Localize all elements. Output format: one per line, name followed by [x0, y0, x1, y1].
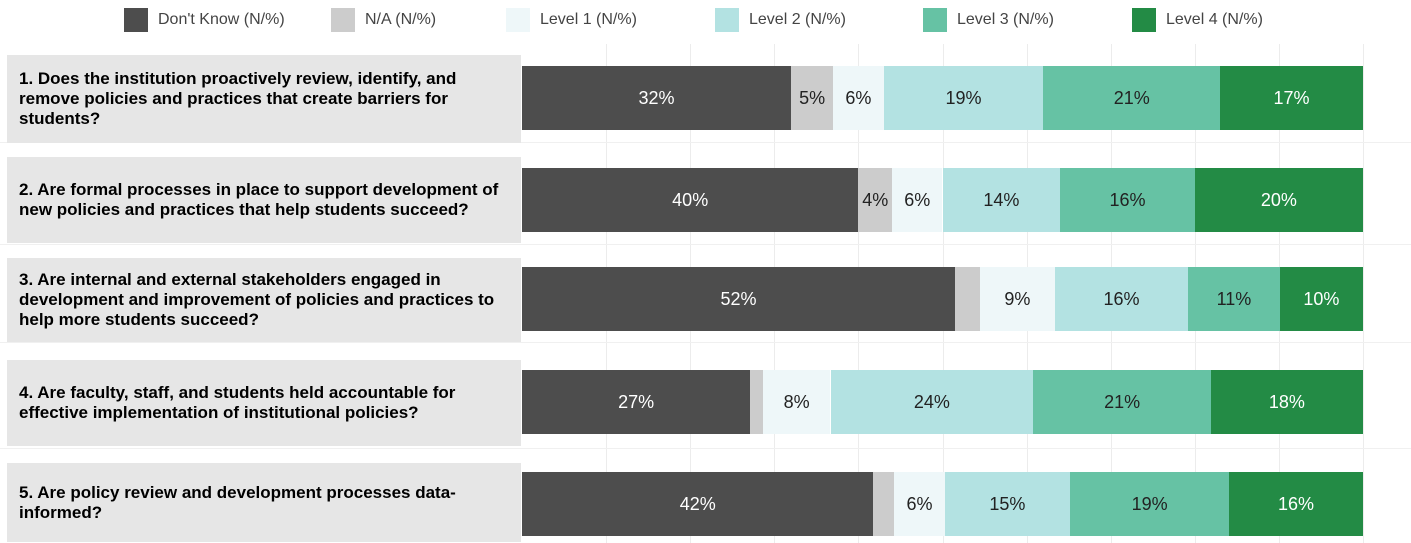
question-label-5: 5. Are policy review and development pro… [7, 463, 521, 542]
legend-item-dont-know: Don't Know (N/%) [124, 8, 285, 32]
bar-segment-1-row-3: 52% [522, 267, 955, 331]
bar-value-label: 4% [862, 189, 889, 210]
bar-segment-5-row-1: 21% [1043, 66, 1221, 130]
bar-segment-6-row-2: 20% [1194, 168, 1363, 232]
bar-segment-5-row-4: 21% [1033, 370, 1211, 434]
legend-swatch-na [331, 8, 355, 32]
bar-segment-6-row-5: 16% [1229, 472, 1363, 536]
bar-row-2: 40% 4% 6% 14% 16% 20% [522, 168, 1363, 232]
row-divider [0, 342, 1411, 343]
bar-segment-2-row-3 [954, 267, 980, 331]
bar-value-label: 5% [799, 87, 826, 108]
legend-item-level-2: Level 2 (N/%) [715, 8, 846, 32]
bar-value-label: 16% [1278, 493, 1315, 514]
bar-segment-1-row-1: 32% [522, 66, 792, 130]
bar-value-label: 9% [1004, 288, 1031, 309]
bar-segment-6-row-3: 10% [1279, 267, 1363, 331]
bar-segment-5-row-3: 11% [1188, 267, 1280, 331]
legend-label-dont-know: Don't Know (N/%) [158, 11, 285, 28]
legend-item-level-4: Level 4 (N/%) [1132, 8, 1263, 32]
bar-segment-1-row-2: 40% [522, 168, 859, 232]
bar-segment-4-row-1: 19% [883, 66, 1044, 130]
bar-segment-2-row-5 [873, 472, 895, 536]
legend-item-level-3: Level 3 (N/%) [923, 8, 1054, 32]
bar-value-label: 27% [618, 391, 655, 412]
question-label-1: 1. Does the institution proactively revi… [7, 55, 521, 143]
question-text-1: 1. Does the institution proactively revi… [19, 69, 457, 128]
question-label-2: 2. Are formal processes in place to supp… [7, 157, 521, 243]
bar-row-1: 32% 5% 6% 19% 21% 17% [522, 66, 1363, 130]
question-text-5: 5. Are policy review and development pro… [19, 482, 456, 522]
row-divider [0, 448, 1411, 449]
bar-segment-3-row-5: 6% [894, 472, 945, 536]
bar-segment-4-row-5: 15% [944, 472, 1071, 536]
legend-label-na: N/A (N/%) [365, 11, 437, 28]
legend-label-level-2: Level 2 (N/%) [749, 11, 846, 28]
bar-row-5: 42% 6% 15% 19% 16% [522, 472, 1363, 536]
bar-value-label: 21% [1104, 391, 1141, 412]
bar-segment-4-row-2: 14% [942, 168, 1061, 232]
question-text-4: 4. Are faculty, staff, and students held… [19, 383, 456, 422]
bar-value-label: 19% [945, 87, 982, 108]
bar-segment-4-row-3: 16% [1054, 267, 1189, 331]
legend: Don't Know (N/%) N/A (N/%) Level 1 (N/%)… [0, 0, 1411, 40]
gridline [1363, 44, 1364, 543]
bar-segment-5-row-2: 16% [1060, 168, 1195, 232]
bar-segment-6-row-1: 17% [1220, 66, 1363, 130]
bar-value-label: 20% [1260, 189, 1297, 210]
question-label-4: 4. Are faculty, staff, and students held… [7, 360, 521, 446]
bar-value-label: 42% [679, 493, 716, 514]
bar-segment-3-row-2: 6% [892, 168, 943, 232]
legend-swatch-level-2 [715, 8, 739, 32]
bar-value-label: 15% [989, 493, 1026, 514]
bar-value-label: 6% [906, 493, 933, 514]
bar-segment-1-row-5: 42% [522, 472, 874, 536]
bar-value-label: 32% [638, 87, 675, 108]
bar-segment-1-row-4: 27% [522, 370, 751, 434]
bar-value-label: 16% [1103, 288, 1140, 309]
bar-segment-3-row-3: 9% [979, 267, 1055, 331]
bar-value-label: 17% [1273, 87, 1310, 108]
legend-swatch-level-3 [923, 8, 947, 32]
bar-segment-2-row-4 [750, 370, 763, 434]
legend-swatch-dont-know [124, 8, 148, 32]
question-label-3: 3. Are internal and external stakeholder… [7, 258, 521, 342]
bar-segment-4-row-4: 24% [830, 370, 1034, 434]
bar-value-label: 52% [720, 288, 757, 309]
bar-value-label: 6% [845, 87, 872, 108]
bar-value-label: 6% [904, 189, 931, 210]
bar-segment-2-row-2: 4% [858, 168, 893, 232]
legend-label-level-4: Level 4 (N/%) [1166, 11, 1263, 28]
legend-label-level-3: Level 3 (N/%) [957, 11, 1054, 28]
bar-segment-6-row-4: 18% [1210, 370, 1363, 434]
legend-label-level-1: Level 1 (N/%) [540, 11, 637, 28]
bar-value-label: 10% [1303, 288, 1340, 309]
legend-swatch-level-4 [1132, 8, 1156, 32]
bar-segment-3-row-1: 6% [833, 66, 884, 130]
question-text-3: 3. Are internal and external stakeholder… [19, 270, 495, 329]
question-text-2: 2. Are formal processes in place to supp… [19, 180, 499, 219]
row-divider [0, 142, 1411, 143]
legend-item-na: N/A (N/%) [331, 8, 436, 32]
row-divider [0, 244, 1411, 245]
bar-value-label: 21% [1113, 87, 1150, 108]
bar-segment-2-row-1: 5% [791, 66, 834, 130]
bar-value-label: 11% [1216, 288, 1252, 309]
bar-row-4: 27% 8% 24% 21% 18% [522, 370, 1363, 434]
bar-segment-5-row-5: 19% [1070, 472, 1230, 536]
bar-value-label: 16% [1109, 189, 1146, 210]
bar-segment-3-row-4: 8% [762, 370, 831, 434]
bar-value-label: 8% [783, 391, 810, 412]
bar-value-label: 24% [913, 391, 950, 412]
bar-value-label: 40% [672, 189, 709, 210]
bar-value-label: 19% [1131, 493, 1168, 514]
bar-value-label: 14% [983, 189, 1020, 210]
bar-value-label: 18% [1268, 391, 1305, 412]
bar-row-3: 52% 9% 16% 11% 10% [522, 267, 1363, 331]
legend-swatch-level-1 [506, 8, 530, 32]
legend-item-level-1: Level 1 (N/%) [506, 8, 637, 32]
